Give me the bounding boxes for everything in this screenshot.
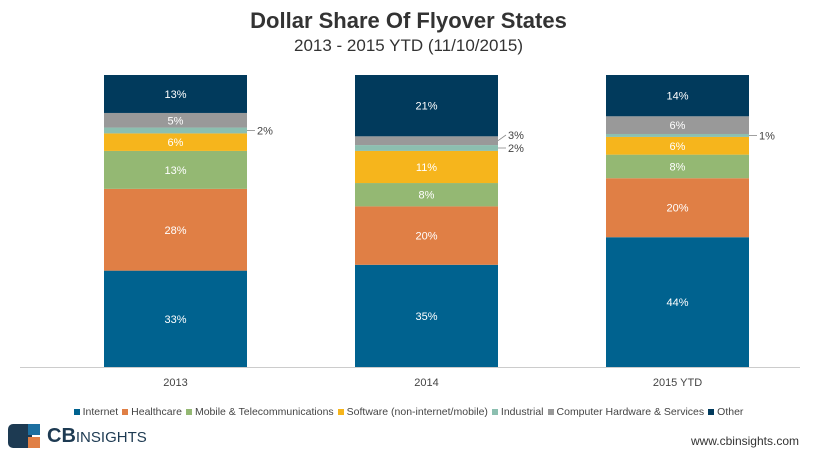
logo-mark-icon bbox=[8, 424, 44, 448]
legend-item: Industrial bbox=[491, 406, 544, 418]
bar-segment bbox=[606, 75, 749, 117]
legend-swatch bbox=[73, 409, 80, 415]
bar-segment bbox=[606, 133, 749, 137]
legend-swatch bbox=[708, 409, 715, 415]
x-tick-label: 2013 bbox=[163, 377, 187, 389]
x-tick-label: 2015 YTD bbox=[653, 377, 702, 389]
legend-swatch bbox=[491, 409, 498, 415]
data-label: 6% bbox=[670, 120, 686, 132]
bar-segment bbox=[104, 150, 247, 189]
bar-segment bbox=[606, 178, 749, 238]
cb-insights-logo: CBINSIGHTS bbox=[8, 424, 147, 448]
data-label: 2% bbox=[508, 143, 524, 155]
legend-label: Mobile & Telecommunications bbox=[194, 406, 334, 418]
data-label: 20% bbox=[666, 203, 688, 215]
legend-item: Software (non-internet/mobile) bbox=[337, 406, 488, 418]
logo-text: INSIGHTS bbox=[75, 428, 147, 446]
legend-item: Mobile & Telecommunications bbox=[185, 406, 334, 418]
legend-item: Other bbox=[708, 406, 743, 418]
data-label: 1% bbox=[759, 130, 775, 142]
legend-item: Internet bbox=[73, 406, 119, 418]
bar-segment bbox=[104, 127, 247, 134]
x-tick-label: 2014 bbox=[414, 377, 438, 389]
legend-label: Computer Hardware & Services bbox=[556, 406, 705, 418]
data-label: 28% bbox=[164, 225, 186, 237]
bar-segment bbox=[355, 145, 498, 151]
legend-swatch bbox=[547, 409, 554, 415]
bar-segment bbox=[355, 183, 498, 207]
bar-segment bbox=[355, 150, 498, 184]
website-url: www.cbinsights.com bbox=[690, 434, 799, 448]
data-label: 21% bbox=[415, 101, 437, 113]
bar-segment bbox=[606, 237, 749, 367]
data-label: 35% bbox=[415, 311, 437, 323]
leader-line bbox=[497, 134, 507, 142]
legend-label: Healthcare bbox=[131, 406, 182, 418]
legend-swatch bbox=[122, 409, 129, 415]
legend-item: Healthcare bbox=[122, 406, 182, 418]
data-label: 14% bbox=[666, 91, 688, 103]
legend-label: Other bbox=[717, 406, 744, 418]
legend-label: Software (non-internet/mobile) bbox=[346, 406, 488, 418]
legend-swatch bbox=[337, 409, 344, 415]
bar-segment bbox=[606, 136, 749, 155]
legend-label: Industrial bbox=[500, 406, 544, 418]
data-label: 20% bbox=[415, 231, 437, 243]
data-label: 33% bbox=[164, 314, 186, 326]
bar-segment bbox=[104, 133, 247, 151]
bar-segment bbox=[104, 75, 247, 113]
bar-segment bbox=[104, 188, 247, 271]
bar-segment bbox=[606, 116, 749, 134]
legend: Internet Healthcare Mobile & Telecommunica… bbox=[0, 406, 817, 418]
legend-label: Internet bbox=[82, 406, 119, 418]
bar-segment bbox=[355, 264, 498, 367]
data-label: 5% bbox=[168, 115, 184, 127]
logo-text-bold: CB bbox=[47, 424, 76, 447]
bar-segment bbox=[355, 75, 498, 137]
chart-plot: 33%28%13%6%2%5%13%201335%20%8%11%2%3%21%… bbox=[20, 75, 800, 389]
chart-title: Dollar Share Of Flyover States bbox=[250, 8, 567, 33]
data-label: 44% bbox=[666, 297, 688, 309]
data-label: 2% bbox=[257, 125, 273, 137]
bar-segment bbox=[355, 206, 498, 265]
bar-segment bbox=[104, 270, 247, 367]
legend-swatch bbox=[185, 409, 192, 415]
data-label: 8% bbox=[670, 161, 686, 173]
data-label: 6% bbox=[670, 141, 686, 153]
data-label: 3% bbox=[508, 130, 524, 142]
data-label: 6% bbox=[168, 137, 184, 149]
bar-segment bbox=[355, 136, 498, 146]
data-label: 11% bbox=[416, 162, 437, 174]
chart-subtitle: 2013 - 2015 YTD (11/10/2015) bbox=[293, 36, 524, 55]
data-label: 13% bbox=[164, 165, 186, 177]
legend-item: Computer Hardware & Services bbox=[547, 406, 705, 418]
bar-segment bbox=[104, 112, 247, 128]
data-label: 13% bbox=[164, 89, 186, 101]
bar-segment bbox=[606, 154, 749, 179]
data-label: 8% bbox=[419, 190, 435, 202]
